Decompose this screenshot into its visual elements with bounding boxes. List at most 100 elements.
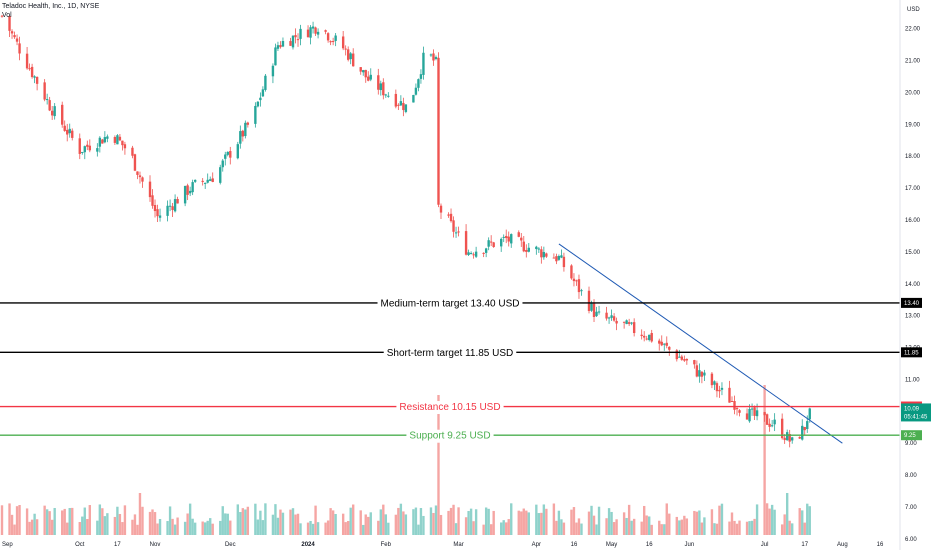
volume-bar: [131, 519, 134, 535]
candle-body: [43, 82, 46, 100]
level-label-bg: [377, 297, 523, 311]
candle-body: [379, 83, 382, 91]
volume-bar: [665, 503, 668, 535]
volume-bar: [700, 522, 704, 535]
y-tick-label: 6.00: [905, 537, 917, 543]
volume-bar: [449, 507, 453, 535]
volume-bar: [367, 516, 370, 535]
candle-body: [78, 138, 81, 154]
candle-body: [545, 253, 548, 257]
candle-body: [535, 246, 538, 250]
volume-bar: [66, 522, 69, 535]
candle-body: [81, 151, 84, 153]
volume-bar: [683, 515, 686, 535]
volume-bar: [482, 524, 485, 535]
volume-bar: [349, 507, 352, 535]
candle-body: [394, 93, 398, 107]
volume-bar: [773, 509, 776, 535]
x-tick-label: Mar: [453, 542, 463, 548]
x-tick-label: Apr: [532, 542, 541, 548]
candle-body: [166, 205, 169, 216]
volume-bar: [364, 514, 367, 535]
candle-body: [452, 220, 455, 232]
volume-bar: [505, 522, 508, 535]
candle-body: [454, 232, 458, 234]
volume-bar: [765, 503, 769, 535]
candle-body: [281, 41, 285, 47]
volume-bar: [123, 505, 127, 535]
y-tick-label: 21.00: [905, 59, 921, 65]
candle-body: [552, 257, 556, 259]
candle-body: [419, 74, 423, 79]
candle-body: [572, 278, 576, 282]
candle-body: [141, 177, 144, 182]
volume-bar: [607, 508, 611, 535]
candle-body: [693, 360, 696, 365]
volume-bar: [780, 524, 784, 535]
candle-body: [457, 231, 460, 233]
volume-bar: [148, 511, 152, 535]
volume-bar: [735, 523, 739, 535]
candle-body: [294, 35, 297, 38]
x-tick-label: Oct: [75, 542, 85, 548]
y-tick-label: 18.00: [905, 154, 921, 160]
candle-body: [171, 206, 174, 210]
volume-bar: [244, 509, 247, 535]
candle-body: [680, 356, 684, 360]
level-price-tag-text: 9.25: [904, 433, 916, 439]
candle-body: [83, 146, 86, 153]
volume-bar: [595, 524, 598, 535]
volume-bar: [316, 522, 320, 535]
candle-body: [239, 131, 242, 144]
candle-body: [474, 251, 478, 257]
candle-body: [728, 387, 731, 403]
candle-body: [264, 75, 267, 90]
volume-bar: [236, 504, 239, 535]
candle-body: [417, 79, 420, 88]
candle-body: [299, 28, 302, 39]
volume-bar: [500, 522, 503, 535]
volume-bar: [219, 520, 222, 535]
x-tick-label: 16: [646, 542, 653, 548]
volume-bar: [346, 521, 350, 535]
volume-bar: [755, 504, 759, 535]
level-label-bg: [383, 346, 517, 360]
volume-bar: [770, 504, 774, 535]
candle-body: [505, 235, 508, 239]
volume-bar: [71, 507, 74, 535]
y-tick-label: 7.00: [905, 505, 917, 511]
candle-body: [713, 381, 716, 385]
volume-bar: [798, 508, 801, 535]
candle-body: [48, 100, 51, 111]
candle-body: [98, 137, 102, 147]
candle-body: [791, 437, 794, 441]
candle-body: [520, 237, 523, 241]
volume-bar: [204, 522, 207, 535]
volume-bar: [678, 520, 681, 535]
candle-body: [627, 322, 631, 324]
candle-body: [66, 129, 69, 135]
candle-body: [45, 99, 49, 101]
volume-bar: [186, 513, 189, 535]
volume-bar: [562, 522, 566, 535]
candle-body: [605, 312, 608, 319]
candle-body: [96, 148, 99, 152]
last-price-text: 10.09: [904, 406, 920, 412]
volume-bar: [281, 512, 285, 535]
candle-body: [698, 370, 701, 377]
x-tick-label: 17: [801, 542, 808, 548]
candle-body: [562, 256, 566, 268]
candle-body: [88, 145, 91, 151]
candle-body: [492, 242, 495, 247]
volume-bar: [50, 519, 54, 535]
symbol-line[interactable]: Teladoc Health, Inc., 1D, NYSE: [2, 3, 100, 10]
volume-bar: [492, 510, 495, 535]
volume-bar: [211, 523, 214, 535]
volume-bar: [121, 522, 124, 535]
candle-body: [329, 41, 332, 43]
candle-body: [469, 253, 473, 255]
volume-bar: [801, 510, 804, 535]
volume-bar: [279, 509, 282, 535]
